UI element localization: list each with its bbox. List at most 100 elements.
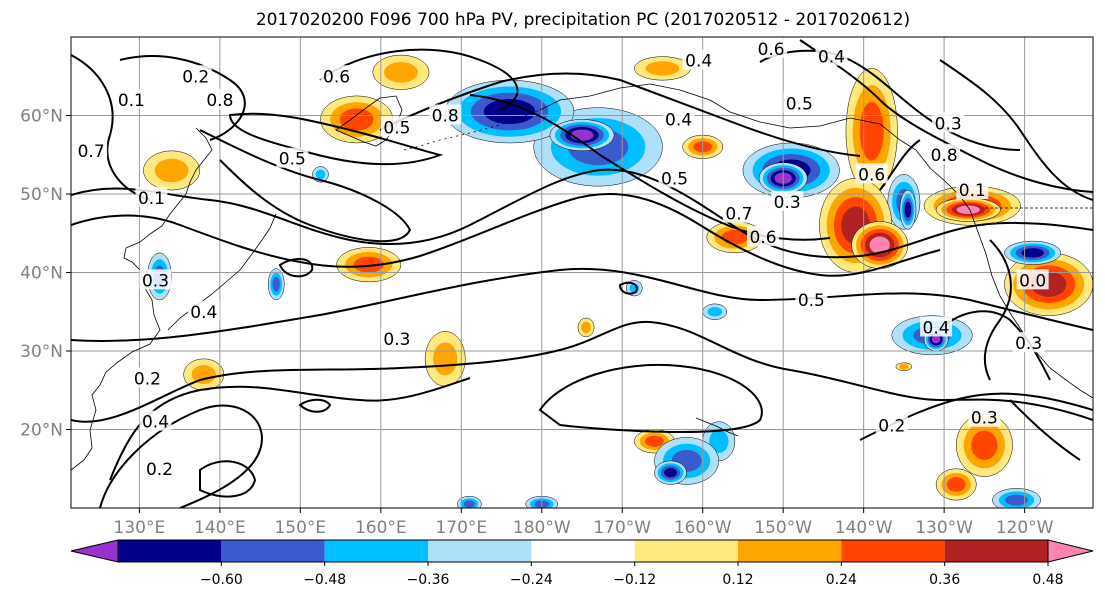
lon-tick-label: 130°W — [915, 518, 973, 538]
contour-label: 0.6 — [858, 165, 885, 185]
precip-level-0.36 — [353, 256, 384, 273]
contour-label: 0.4 — [685, 52, 712, 72]
contour-label-bg — [131, 367, 164, 388]
precip-level-0.24 — [191, 365, 216, 384]
precip-level-0.48 — [1021, 248, 1044, 258]
pv-contour-0.5-northeast — [939, 59, 1093, 201]
lon-tick-label: 170°W — [593, 518, 651, 538]
colorbar-segment — [118, 540, 222, 562]
precip-feature — [577, 317, 595, 338]
contour-label: 0.4 — [190, 303, 217, 323]
contour-label: 0.7 — [78, 142, 105, 162]
contour-label: 0.4 — [665, 110, 692, 130]
colorbar-tick-label: −0.60 — [200, 572, 243, 588]
pv-contour-0.6-gulf — [879, 139, 921, 191]
contour-label-bg — [928, 143, 961, 164]
precip-feature — [143, 150, 201, 191]
contour-label-bg — [771, 190, 804, 211]
contour-label: 0.6 — [758, 40, 785, 60]
lon-tick-label: 160°W — [674, 518, 732, 538]
longitude-labels: 130°E 140°E 150°E 160°E 170°E 180°W 170°W 160°W… — [114, 508, 1054, 538]
contour-label-bg — [968, 406, 1001, 427]
precip-feature — [654, 460, 687, 485]
contour-label: 0.7 — [725, 205, 752, 225]
pv-contour-0.3-southeast — [1009, 399, 1081, 461]
precip-feature — [895, 362, 913, 371]
precip-level-0.24 — [433, 342, 458, 376]
precip-level-0.6 — [931, 334, 941, 344]
contour-label-bg — [179, 65, 212, 86]
pv-contour-0.5-north — [228, 112, 444, 166]
contour-label-bg — [187, 300, 220, 321]
contour-label-bg — [276, 147, 309, 168]
colorbar-tick-label: 0.36 — [929, 572, 960, 588]
contour-label-bg — [380, 328, 413, 349]
lat-tick-label: 30°N — [20, 342, 63, 362]
coastline-alaska — [539, 83, 971, 211]
colorbar-segments — [70, 539, 1094, 563]
contour-label-bg — [135, 186, 168, 207]
precip-level-0.24 — [707, 307, 723, 317]
contour-label: 0.6 — [750, 228, 777, 248]
pv-contour-small-loop-2 — [278, 258, 314, 278]
contour-label: 0.3 — [774, 193, 801, 213]
precip-feature — [549, 119, 615, 152]
colorbar-segment — [841, 540, 945, 562]
colorbar-tick-label: −0.12 — [613, 572, 656, 588]
contour-label: 0.5 — [279, 150, 306, 170]
colorbar-tick-label: 0.48 — [1032, 572, 1063, 588]
contour-label-bg — [1016, 269, 1049, 290]
precip-level-0.36 — [1005, 494, 1028, 506]
contour-label: 0.8 — [206, 91, 233, 111]
contour-label: 0.8 — [432, 107, 459, 127]
precip-level-0.36 — [463, 500, 475, 508]
pv-contour-0.3-east — [983, 239, 1012, 381]
pv-contour-0.8-north — [379, 72, 861, 157]
pv-contour-small-loop-3 — [618, 281, 638, 295]
contour-label: 0.5 — [786, 95, 813, 115]
precip-feature — [372, 54, 430, 90]
contour-label-bg — [747, 226, 780, 247]
lon-tick-label: 150°W — [754, 518, 812, 538]
lon-tick-label: 140°W — [835, 518, 893, 538]
pv-contour-0.6-jet — [71, 193, 941, 277]
pv-contour-0.3-south — [71, 267, 1093, 342]
coastline-aleutians — [403, 109, 541, 151]
contour-label: 0.4 — [923, 318, 950, 338]
pv-contour-0.5-jet — [71, 168, 1093, 259]
contour-label: 0.2 — [134, 369, 161, 389]
contour-label-bg — [815, 45, 848, 66]
map-title: 2017020200 F096 700 hPa PV, precipitatio… — [256, 10, 910, 30]
colorbar-tick-labels: −0.60 −0.48 −0.36 −0.24 −0.12 0.12 0.24 0.36 0.4… — [200, 562, 1064, 588]
precip-level-0.36 — [339, 108, 374, 131]
colorbar-tick-label: −0.48 — [303, 572, 346, 588]
contour-label: 0.4 — [818, 48, 845, 68]
precip-feature — [1004, 240, 1062, 265]
lat-tick-label: 60°N — [20, 107, 63, 127]
pv-contour-0.2-loop — [538, 364, 763, 433]
pv-contours — [71, 39, 1093, 508]
pv-contour-0.4-east — [939, 310, 1051, 381]
precip-feature — [935, 468, 977, 501]
pv-contour-0.2 — [71, 320, 1093, 423]
contour-label-bg — [380, 116, 413, 137]
contour-label-bg — [1012, 332, 1045, 353]
precip-level-0.48 — [664, 467, 677, 478]
colorbar-extend-max — [1047, 539, 1094, 563]
contour-label-bg — [855, 163, 888, 184]
contour-label-bg — [75, 139, 108, 160]
contour-label: 0.6 — [323, 67, 350, 87]
pv-contour-0.1-northwest — [71, 54, 151, 201]
contour-label-bg — [956, 179, 989, 200]
contour-label: 0.3 — [971, 409, 998, 429]
contour-label-bg — [722, 202, 755, 223]
lon-tick-label: 140°E — [194, 518, 246, 538]
precip-level-0.24 — [645, 61, 680, 76]
precip-feature — [634, 56, 691, 81]
precip-level-0.6 — [956, 205, 980, 214]
colorbar-segment — [428, 540, 532, 562]
map-panel: 0.6 0.8 0.2 0.1 0.5 0.5 0.8 0.4 0.5 0.7 0.6 0.3 0.5 0… — [70, 36, 1094, 509]
contour-label-bg — [755, 37, 788, 58]
lon-tick-label: 170°E — [435, 518, 487, 538]
latitude-labels: 60°N 50°N 40°N 30°N 20°N — [20, 107, 71, 441]
